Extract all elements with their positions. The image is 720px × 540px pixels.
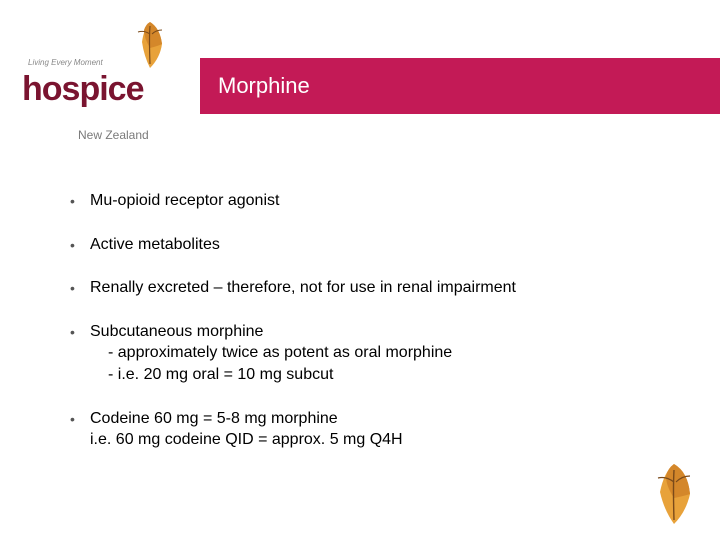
bullet-subline: - approximately twice as potent as oral … <box>90 342 660 364</box>
leaf-icon <box>130 20 172 72</box>
bullet-line: Codeine 60 mg = 5-8 mg morphine <box>90 408 660 430</box>
slide-body: • Mu-opioid receptor agonist • Active me… <box>70 190 660 473</box>
bullet-item: • Codeine 60 mg = 5-8 mg morphine i.e. 6… <box>70 408 660 451</box>
bullet-item: • Subcutaneous morphine - approximately … <box>70 321 660 386</box>
logo-wordmark: hospice <box>22 70 143 109</box>
bullet-marker: • <box>70 234 90 255</box>
bullet-item: • Active metabolites <box>70 234 660 256</box>
bullet-marker: • <box>70 277 90 298</box>
bullet-text: Subcutaneous morphine - approximately tw… <box>90 321 660 386</box>
bullet-marker: • <box>70 321 90 342</box>
bullet-marker: • <box>70 408 90 429</box>
logo-region: New Zealand <box>78 128 149 142</box>
title-bar: Morphine <box>200 58 720 114</box>
bullet-item: • Renally excreted – therefore, not for … <box>70 277 660 299</box>
bullet-text: Codeine 60 mg = 5-8 mg morphine i.e. 60 … <box>90 408 660 451</box>
bullet-subline: - i.e. 20 mg oral = 10 mg subcut <box>90 364 660 386</box>
bullet-line: Mu-opioid receptor agonist <box>90 190 660 212</box>
bullet-text: Renally excreted – therefore, not for us… <box>90 277 660 299</box>
bullet-line: Renally excreted – therefore, not for us… <box>90 277 660 299</box>
slide-title: Morphine <box>218 73 310 99</box>
bullet-line: i.e. 60 mg codeine QID = approx. 5 mg Q4… <box>90 429 660 451</box>
bullet-item: • Mu-opioid receptor agonist <box>70 190 660 212</box>
bullet-text: Active metabolites <box>90 234 660 256</box>
bullet-text: Mu-opioid receptor agonist <box>90 190 660 212</box>
leaf-icon <box>646 462 702 528</box>
bullet-line: Subcutaneous morphine <box>90 321 660 343</box>
bullet-line: Active metabolites <box>90 234 660 256</box>
logo: Living Every Moment hospice New Zealand <box>22 18 202 158</box>
bullet-marker: • <box>70 190 90 211</box>
logo-tagline: Living Every Moment <box>28 58 103 67</box>
